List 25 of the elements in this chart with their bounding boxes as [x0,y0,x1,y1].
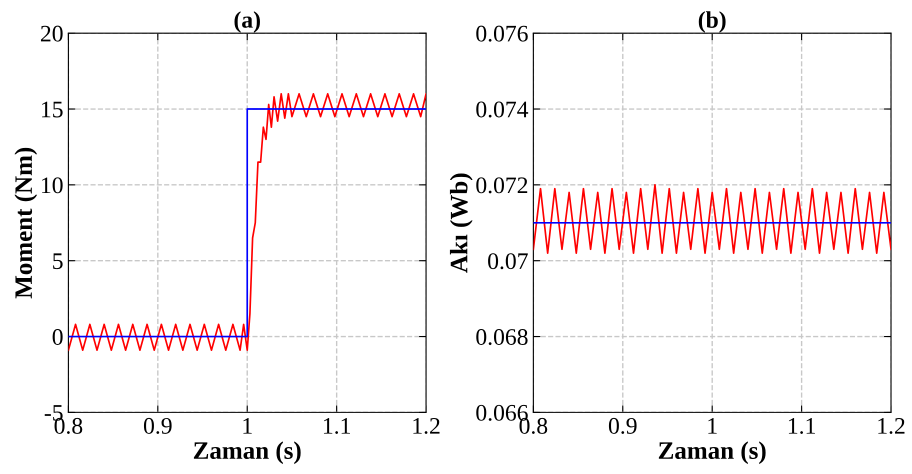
x-tick-label: 1.1 [788,418,815,434]
y-tick-label: 0.076 [476,26,528,42]
y-axis-title: Moment (Nm) [14,148,38,298]
y-tick-label: 0.074 [476,102,528,118]
x-axis-title: Zaman (s) [194,441,301,464]
x-tick-label: 1 [243,418,252,434]
y-tick-label: 5 [53,253,63,270]
y-tick-label: 0.072 [476,177,528,194]
line-series [533,184,892,254]
y-tick-label: 10 [42,177,63,194]
y-axis-title: Akı (Wb) [450,174,473,273]
y-tick-label: 20 [40,26,63,42]
y-tick-label: 0.07 [488,253,528,270]
x-tick-label: 1.2 [413,418,440,434]
x-tick-label: 1.2 [878,418,904,434]
x-tick-label: 1 [708,418,717,434]
x-tick-label: 0.9 [144,418,172,434]
x-tick-label: 1.1 [324,418,350,434]
x-axis-title: Zaman (s) [658,441,766,464]
chart-title: (a) [234,11,260,33]
y-tick-label: 0.068 [476,329,528,346]
y-tick-label: 15 [42,102,63,118]
y-tick-label: 0 [52,329,63,345]
x-tick-label: 0.9 [608,418,637,434]
chart-title: (b) [698,11,726,33]
